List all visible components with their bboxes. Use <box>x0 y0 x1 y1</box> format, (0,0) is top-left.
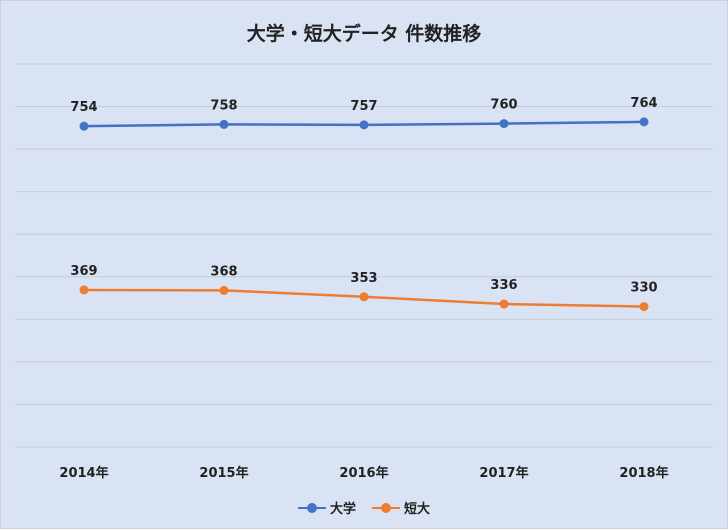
data-label: 758 <box>210 98 237 113</box>
x-tick-label: 2015年 <box>199 465 248 481</box>
legend-swatch <box>372 502 400 513</box>
legend-swatch <box>297 502 326 513</box>
legend-item: 短大 <box>372 498 430 517</box>
x-tick-label: 2017年 <box>479 465 528 481</box>
x-tick-label: 2016年 <box>339 465 388 481</box>
data-label: 369 <box>70 264 97 279</box>
x-tick-label: 2014年 <box>59 465 108 481</box>
data-label: 754 <box>70 100 97 115</box>
data-point <box>359 120 369 130</box>
data-point <box>639 302 649 312</box>
data-label: 353 <box>350 271 377 286</box>
legend: 大学 短大 <box>1 498 727 517</box>
data-label: 330 <box>630 281 657 296</box>
data-point <box>219 285 229 295</box>
data-point <box>499 299 509 309</box>
legend-label: 短大 <box>404 502 431 517</box>
x-tick-label: 2018年 <box>619 465 668 481</box>
data-label: 368 <box>210 264 237 279</box>
data-point <box>359 292 369 302</box>
legend-label: 大学 <box>329 502 356 517</box>
legend-item: 大学 <box>297 498 356 517</box>
data-label: 760 <box>490 98 517 113</box>
data-point <box>639 117 649 127</box>
data-point <box>499 119 509 129</box>
data-label: 757 <box>350 99 377 114</box>
data-point <box>79 285 89 295</box>
data-label: 764 <box>630 96 657 111</box>
data-point <box>79 121 89 131</box>
data-label: 336 <box>490 278 517 293</box>
chart-title: 大学・短大データ 件数推移 <box>246 23 482 45</box>
data-point <box>219 119 229 129</box>
